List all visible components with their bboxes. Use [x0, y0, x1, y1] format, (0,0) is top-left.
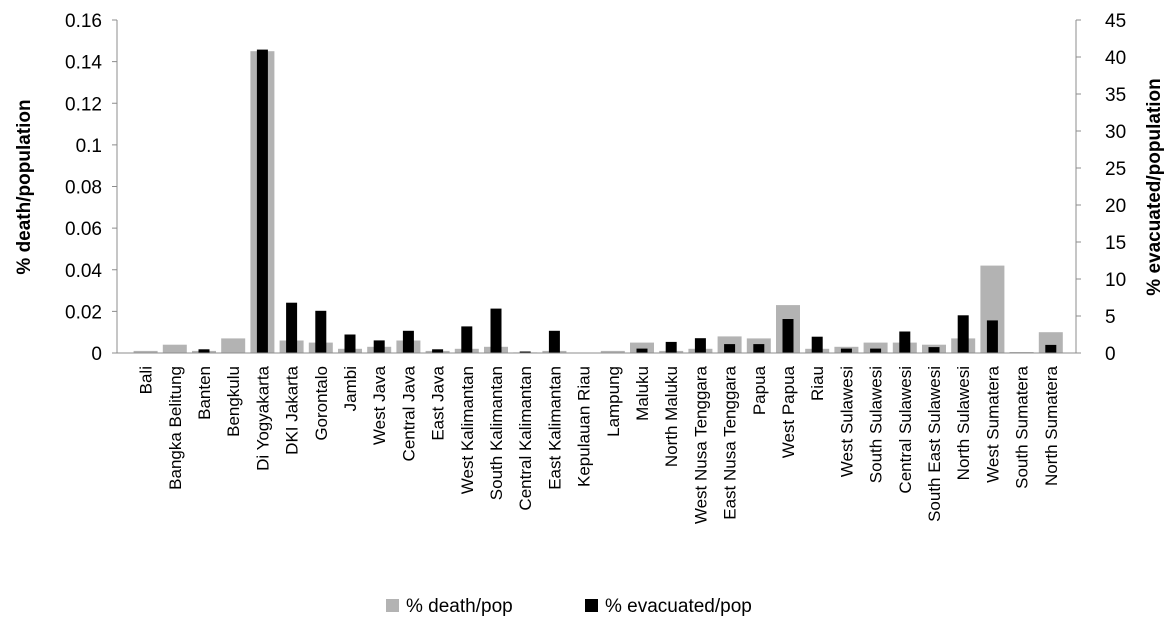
left-tick-label-3: 0.06 [65, 219, 102, 240]
category-labels: Bali Bangka Belitung Banten Bengkulu Di Yogy… [137, 365, 1061, 524]
category-label-15: Kepulauan Riau [575, 366, 594, 487]
bar-death-0 [133, 350, 158, 353]
legend-label-evacuated: % evacuated/pop [605, 596, 752, 617]
category-label-27: South East Sulawesi [925, 366, 944, 522]
right-axis-title: % evacuated/population [1144, 78, 1165, 295]
bar-evacuated-12 [490, 308, 502, 353]
bar-evacuated-31 [1045, 344, 1057, 353]
legend-swatch-evacuated [585, 599, 598, 612]
evacuated-series-bars [198, 49, 1057, 353]
category-label-28: North Sulawesi [954, 366, 973, 480]
bar-evacuated-20 [724, 344, 736, 353]
bar-evacuated-10 [432, 349, 444, 353]
bar-evacuated-24 [840, 348, 852, 353]
bar-evacuated-9 [402, 330, 414, 353]
left-tick-label-1: 0.02 [65, 302, 102, 323]
bar-evacuated-28 [957, 315, 969, 353]
category-label-2: Banten [195, 366, 214, 420]
category-label-18: North Maluku [662, 366, 681, 467]
category-label-8: West Java [370, 365, 389, 445]
bar-evacuated-21 [753, 344, 765, 353]
category-label-21: Papua [750, 365, 769, 415]
bar-evacuated-7 [344, 334, 356, 353]
bar-death-16 [600, 350, 625, 353]
left-axis-title: % death/population [14, 99, 35, 274]
bar-evacuated-14 [548, 330, 560, 353]
death-series-bars [133, 51, 1063, 353]
bar-evacuated-27 [928, 347, 940, 353]
category-label-26: Central Sulawesi [896, 366, 915, 494]
category-label-5: DKI Jakarta [283, 365, 302, 454]
bar-death-1 [162, 344, 187, 353]
bar-evacuated-17 [636, 348, 648, 353]
right-tick-label-2: 10 [1105, 270, 1126, 291]
right-tick-label-9: 45 [1105, 11, 1126, 32]
category-label-22: West Papua [779, 365, 798, 458]
left-axis-ticks: 0 0.02 0.04 0.06 0.08 0.1 0.12 0.14 0.16 [65, 11, 117, 365]
category-label-14: East Kalimantan [545, 366, 564, 490]
bar-evacuated-25 [870, 348, 882, 353]
left-tick-label-2: 0.04 [65, 261, 102, 282]
bar-evacuated-18 [665, 341, 677, 353]
right-tick-label-1: 5 [1105, 307, 1116, 328]
left-tick-label-4: 0.08 [65, 178, 102, 199]
bar-evacuated-26 [899, 331, 911, 353]
legend: % death/pop % evacuated/pop [386, 596, 752, 617]
bar-evacuated-6 [315, 310, 327, 353]
bar-evacuated-13 [519, 351, 531, 353]
right-tick-label-5: 25 [1105, 159, 1126, 180]
category-label-4: Di Yogyakarta [253, 365, 272, 470]
bar-evacuated-5 [286, 302, 298, 353]
category-label-30: South Sumatera [1013, 365, 1032, 488]
category-label-3: Bengkulu [224, 366, 243, 437]
right-tick-label-4: 20 [1105, 196, 1126, 217]
bar-evacuated-19 [694, 338, 706, 353]
right-axis-ticks: 0 5 10 15 20 25 30 35 40 45 [1076, 11, 1126, 365]
bar-evacuated-23 [811, 336, 823, 353]
bar-evacuated-4 [256, 49, 268, 353]
category-label-25: South Sulawesi [867, 366, 886, 483]
bar-death-31 [1038, 332, 1063, 353]
right-tick-label-6: 30 [1105, 122, 1126, 143]
category-label-0: Bali [137, 366, 156, 394]
category-label-9: Central Java [399, 365, 418, 461]
category-label-16: Lampung [604, 366, 623, 437]
category-label-7: Jambi [341, 366, 360, 411]
left-tick-label-0: 0 [91, 344, 102, 365]
right-tick-label-8: 40 [1105, 48, 1126, 69]
bar-death-3 [221, 338, 246, 353]
legend-label-death: % death/pop [406, 596, 513, 617]
left-tick-label-5: 0.1 [76, 136, 102, 157]
category-label-17: Maluku [633, 366, 652, 421]
right-tick-label-7: 35 [1105, 85, 1126, 106]
category-label-10: East Java [429, 365, 448, 440]
bar-evacuated-11 [461, 326, 473, 353]
category-label-20: East Nusa Tenggara [721, 365, 740, 519]
bar-death-17 [630, 342, 654, 353]
category-label-12: South Kalimantan [487, 366, 506, 500]
right-tick-label-0: 0 [1105, 344, 1116, 365]
category-label-6: Gorontalo [312, 366, 331, 441]
left-tick-label-7: 0.14 [65, 53, 102, 74]
bar-death-25 [863, 342, 888, 353]
left-tick-label-6: 0.12 [65, 94, 102, 115]
bar-evacuated-22 [782, 319, 794, 353]
category-label-24: West Sulawesi [837, 366, 856, 477]
bar-evacuated-8 [373, 340, 385, 353]
category-label-13: Central Kalimantan [516, 366, 535, 511]
right-tick-label-3: 15 [1105, 233, 1126, 254]
category-label-23: Riau [808, 366, 827, 401]
category-label-19: West Nusa Tenggara [691, 365, 710, 524]
legend-swatch-death [386, 599, 399, 612]
bar-evacuated-2 [198, 349, 210, 353]
category-label-1: Bangka Belitung [166, 366, 185, 490]
left-tick-label-8: 0.16 [65, 11, 102, 32]
category-label-11: West Kalimantan [458, 366, 477, 494]
category-label-31: North Sumatera [1042, 365, 1061, 486]
bar-evacuated-29 [986, 320, 998, 353]
category-label-29: West Sumatera [983, 365, 1002, 482]
